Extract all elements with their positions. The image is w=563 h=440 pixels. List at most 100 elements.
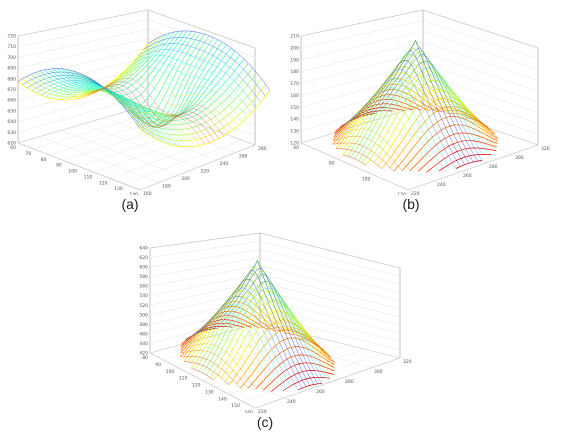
surface-line — [208, 267, 315, 385]
surface-line — [143, 37, 266, 97]
surface-line — [383, 67, 483, 155]
surface-line — [232, 300, 330, 379]
x-tick-label: 110 — [84, 174, 93, 180]
y-tick-label: 240 — [287, 399, 296, 405]
surface-line — [87, 87, 210, 143]
surface-line — [110, 74, 234, 130]
surface-line — [243, 311, 335, 375]
surface-line — [59, 88, 182, 147]
surface-line — [361, 40, 470, 164]
surface-line — [184, 321, 276, 389]
surface-line — [270, 370, 334, 392]
surface-line — [239, 306, 331, 374]
surface-line — [366, 47, 474, 163]
surface-line — [193, 287, 299, 390]
surface-line — [119, 65, 243, 123]
z-tick-label: 180 — [290, 69, 299, 75]
y-tick-label: 260 — [463, 173, 472, 179]
z-tick-label: 700 — [7, 55, 16, 61]
z-tick-label: 480 — [139, 322, 148, 328]
surface-line — [35, 34, 166, 92]
z-tick-label: 640 — [7, 119, 16, 125]
z-tick-label: 600 — [139, 265, 148, 271]
x-tick-label: 80 — [329, 161, 335, 167]
z-tick-label: 540 — [139, 293, 148, 299]
surface-line — [259, 322, 335, 368]
x-tick-label: 110 — [179, 376, 188, 382]
z-tick-label: 630 — [7, 130, 16, 136]
x-tick-label: 90 — [56, 163, 62, 169]
surface-line — [31, 77, 155, 138]
z-tick-label: 420 — [139, 351, 148, 357]
x-tick-label: 80 — [142, 355, 148, 361]
x-tick-label: 70 — [26, 151, 32, 157]
surface-line — [333, 135, 403, 171]
y-tick-label: 320 — [403, 359, 412, 365]
surface-line — [147, 30, 271, 91]
surface-line — [389, 107, 495, 168]
surface-mesh-a — [17, 30, 271, 148]
surface-line — [180, 350, 249, 389]
z-tick-label: 170 — [290, 81, 299, 87]
z-tick-label: 190 — [290, 57, 299, 63]
z-tick-label: 120 — [290, 141, 299, 147]
surface-plot-c: 640 620 600 580 560 540 520 500 480 460 440 420 80 90… — [130, 228, 420, 413]
y-tick-label: 260 — [239, 154, 248, 160]
surface-line — [180, 336, 264, 391]
surface-line — [216, 281, 322, 384]
surface-plot-b-svg: 2102001901801701601501401301206080100120… — [290, 9, 550, 195]
surface-line — [22, 71, 145, 133]
y-tick-label: 220 — [411, 191, 420, 195]
surface-line — [41, 82, 164, 143]
z-tick-label: 690 — [7, 66, 16, 72]
z-tick-label: 580 — [139, 274, 148, 280]
x-tick-label: 120 — [397, 192, 406, 195]
z-tick-label: 720 — [7, 34, 16, 40]
x-tick-label: 120 — [192, 383, 201, 389]
surface-line — [391, 79, 492, 155]
y-tick-label: 240 — [220, 161, 229, 167]
surface-line — [180, 343, 256, 389]
surface-line — [412, 96, 497, 147]
surface-line — [36, 80, 159, 141]
surface-line — [196, 278, 303, 389]
x-tick-label: 100 — [166, 369, 175, 375]
z-tick-label: 210 — [290, 34, 299, 40]
x-tick-label: 160 — [244, 410, 253, 413]
y-tick-label: 260 — [316, 389, 325, 395]
surface-plot-a: 720 710 700 690 680 670 660 650 640 630 620 60 70 80 9… — [0, 0, 275, 195]
z-tick-label: 620 — [7, 141, 16, 147]
x-tick-label: 150 — [231, 403, 240, 409]
surface-line — [138, 43, 261, 103]
surface-line — [332, 142, 394, 172]
surface-line — [387, 73, 488, 155]
y-tick-label: 300 — [515, 155, 524, 161]
surface-line — [334, 112, 427, 173]
surface-line — [343, 87, 444, 169]
y-tick-label: 160 — [143, 191, 152, 195]
x-tick-label: 60 — [293, 145, 299, 151]
surface-line — [348, 69, 457, 169]
surface-line — [455, 160, 483, 169]
surface-line — [335, 148, 382, 169]
x-tick-label: 130 — [205, 389, 214, 395]
y-tick-label: 180 — [162, 184, 171, 190]
z-tick-label: 160 — [290, 93, 299, 99]
surface-mesh-b — [332, 39, 499, 173]
surface-line — [334, 120, 419, 172]
y-tick-label: 220 — [258, 409, 267, 413]
surface-line — [92, 86, 215, 142]
surface-line — [224, 287, 323, 378]
surface-line — [348, 78, 448, 166]
surface-mesh-c — [180, 259, 335, 392]
z-tick-label: 660 — [7, 98, 16, 104]
surface-line — [82, 89, 206, 145]
z-tick-label: 520 — [139, 303, 148, 309]
surface-line — [212, 274, 319, 384]
z-tick-label: 500 — [139, 312, 148, 318]
x-tick-label: 90 — [155, 362, 161, 368]
surface-line — [426, 147, 497, 173]
surface-line — [50, 85, 173, 146]
x-tick-label: 120 — [99, 180, 108, 186]
z-tick-label: 670 — [7, 87, 16, 93]
